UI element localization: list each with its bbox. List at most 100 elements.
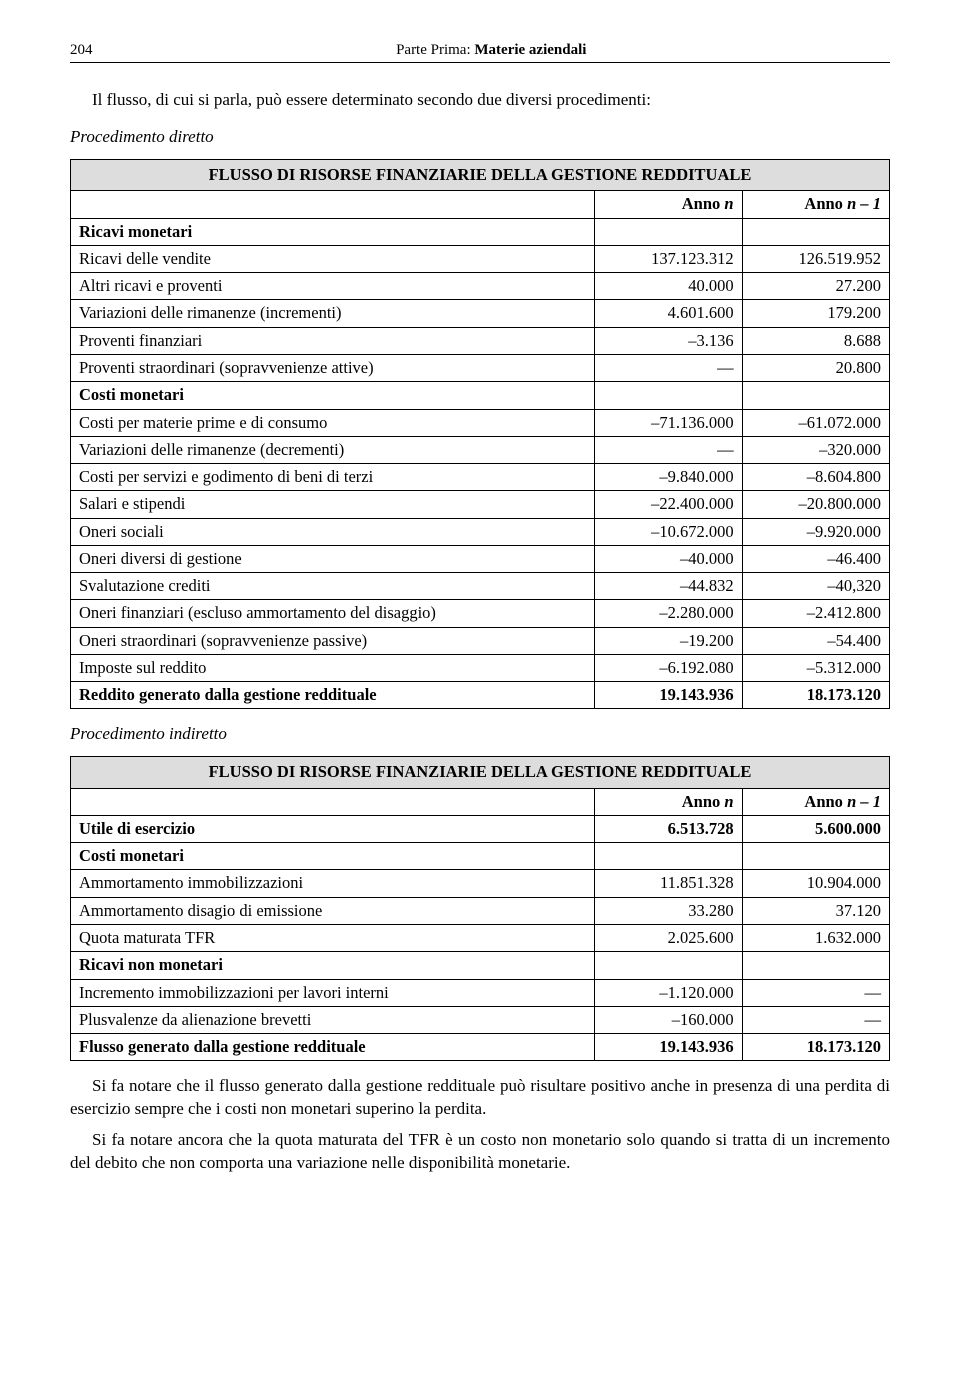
row-value-n1: 179.200	[742, 300, 889, 327]
table-row: Costi per materie prime e di consumo–71.…	[71, 409, 890, 436]
procedure-direct-label: Procedimento diretto	[70, 126, 890, 149]
row-value-n: –6.192.080	[595, 654, 742, 681]
row-label: Costi per materie prime e di consumo	[71, 409, 595, 436]
first-row-v2: 5.600.000	[742, 815, 889, 842]
row-label: Altri ricavi e proventi	[71, 273, 595, 300]
row-label: Plusvalenze da alienazione brevetti	[71, 1006, 595, 1033]
closing-paragraph-2: Si fa notare ancora che la quota maturat…	[70, 1129, 890, 1175]
table-row: Incremento immobilizzazioni per lavori i…	[71, 979, 890, 1006]
col-header-year-n1: Anno n – 1	[742, 191, 889, 218]
running-title: Parte Prima: Materie aziendali	[93, 40, 891, 60]
row-value-n: 2.025.600	[595, 924, 742, 951]
part-label: Parte Prima:	[396, 42, 471, 58]
section-ricavi-non: Ricavi non monetari	[71, 952, 890, 979]
section-label: Costi monetari	[71, 382, 595, 409]
row-label: Salari e stipendi	[71, 491, 595, 518]
table-row: Proventi straordinari (sopravvenienze at…	[71, 354, 890, 381]
row-value-n1: 37.120	[742, 897, 889, 924]
row-value-n: –3.136	[595, 327, 742, 354]
row-value-n: 4.601.600	[595, 300, 742, 327]
table-row: Imposte sul reddito–6.192.080–5.312.000	[71, 654, 890, 681]
col-header-year-n: Anno n	[595, 788, 742, 815]
col-header-empty	[71, 191, 595, 218]
row-label: Oneri finanziari (escluso ammortamento d…	[71, 600, 595, 627]
row-value-n1: 1.632.000	[742, 924, 889, 951]
row-value-n: –19.200	[595, 627, 742, 654]
row-label: Variazioni delle rimanenze (incrementi)	[71, 300, 595, 327]
table-row: Quota maturata TFR2.025.6001.632.000	[71, 924, 890, 951]
table-row: Variazioni delle rimanenze (incrementi)4…	[71, 300, 890, 327]
col-header-year-n1: Anno n – 1	[742, 788, 889, 815]
row-value-n1: –20.800.000	[742, 491, 889, 518]
table-row: Plusvalenze da alienazione brevetti–160.…	[71, 1006, 890, 1033]
row-value-n: 40.000	[595, 273, 742, 300]
section-ricavi: Ricavi monetari	[71, 218, 890, 245]
section-label: Costi monetari	[71, 843, 595, 870]
row-value-n: –71.136.000	[595, 409, 742, 436]
row-label: Imposte sul reddito	[71, 654, 595, 681]
section-costi: Costi monetari	[71, 843, 890, 870]
row-value-n1: 20.800	[742, 354, 889, 381]
row-value-n: –160.000	[595, 1006, 742, 1033]
row-label: Costi per servizi e godimento di beni di…	[71, 464, 595, 491]
table-row: Proventi finanziari–3.1368.688	[71, 327, 890, 354]
row-value-n: –9.840.000	[595, 464, 742, 491]
row-value-n: 11.851.328	[595, 870, 742, 897]
row-value-n1: –40,320	[742, 573, 889, 600]
procedure-indirect-label: Procedimento indiretto	[70, 723, 890, 746]
page-header: 204 Parte Prima: Materie aziendali	[70, 40, 890, 63]
row-value-n1: 10.904.000	[742, 870, 889, 897]
table-row: Altri ricavi e proventi40.00027.200	[71, 273, 890, 300]
row-label: Svalutazione crediti	[71, 573, 595, 600]
row-label: Variazioni delle rimanenze (decrementi)	[71, 436, 595, 463]
row-value-n: –1.120.000	[595, 979, 742, 1006]
section-label: Ricavi monetari	[71, 218, 595, 245]
row-label: Ricavi delle vendite	[71, 245, 595, 272]
table-row: Costi per servizi e godimento di beni di…	[71, 464, 890, 491]
first-row-label: Utile di esercizio	[71, 815, 595, 842]
row-label: Incremento immobilizzazioni per lavori i…	[71, 979, 595, 1006]
row-label: Proventi straordinari (sopravvenienze at…	[71, 354, 595, 381]
table-title-row: FLUSSO DI RISORSE FINANZIARIE DELLA GEST…	[71, 160, 890, 191]
page-number: 204	[70, 40, 93, 60]
row-value-n1: –54.400	[742, 627, 889, 654]
row-value-n1: –2.412.800	[742, 600, 889, 627]
section-label: Ricavi non monetari	[71, 952, 595, 979]
table-row: Ammortamento immobilizzazioni11.851.3281…	[71, 870, 890, 897]
row-value-n: –44.832	[595, 573, 742, 600]
table-row: Svalutazione crediti–44.832–40,320	[71, 573, 890, 600]
col-header-year-n: Anno n	[595, 191, 742, 218]
section-costi: Costi monetari	[71, 382, 890, 409]
row-value-n1: –8.604.800	[742, 464, 889, 491]
table-title: FLUSSO DI RISORSE FINANZIARIE DELLA GEST…	[71, 757, 890, 788]
row-value-n1: –5.312.000	[742, 654, 889, 681]
total-v1: 19.143.936	[595, 1034, 742, 1061]
table-row: Ammortamento disagio di emissione33.2803…	[71, 897, 890, 924]
row-value-n1: –61.072.000	[742, 409, 889, 436]
row-value-n: –22.400.000	[595, 491, 742, 518]
row-label: Oneri diversi di gestione	[71, 545, 595, 572]
row-label: Oneri sociali	[71, 518, 595, 545]
table-row: Oneri finanziari (escluso ammortamento d…	[71, 600, 890, 627]
table-row: Variazioni delle rimanenze (decrementi)—…	[71, 436, 890, 463]
row-value-n: –40.000	[595, 545, 742, 572]
total-v2: 18.173.120	[742, 682, 889, 709]
table-indirect: FLUSSO DI RISORSE FINANZIARIE DELLA GEST…	[70, 756, 890, 1061]
table-row: Salari e stipendi–22.400.000–20.800.000	[71, 491, 890, 518]
total-v2: 18.173.120	[742, 1034, 889, 1061]
row-label: Oneri straordinari (sopravvenienze passi…	[71, 627, 595, 654]
table-header-row: Anno n Anno n – 1	[71, 191, 890, 218]
table-row: Oneri straordinari (sopravvenienze passi…	[71, 627, 890, 654]
row-value-n1: 27.200	[742, 273, 889, 300]
first-row-v1: 6.513.728	[595, 815, 742, 842]
row-value-n: –2.280.000	[595, 600, 742, 627]
row-value-n: —	[595, 354, 742, 381]
row-value-n1: —	[742, 979, 889, 1006]
table-title: FLUSSO DI RISORSE FINANZIARIE DELLA GEST…	[71, 160, 890, 191]
row-value-n1: –9.920.000	[742, 518, 889, 545]
row-value-n: 33.280	[595, 897, 742, 924]
row-value-n1: –46.400	[742, 545, 889, 572]
intro-paragraph: Il flusso, di cui si parla, può essere d…	[70, 89, 890, 112]
row-value-n: —	[595, 436, 742, 463]
table-title-row: FLUSSO DI RISORSE FINANZIARIE DELLA GEST…	[71, 757, 890, 788]
